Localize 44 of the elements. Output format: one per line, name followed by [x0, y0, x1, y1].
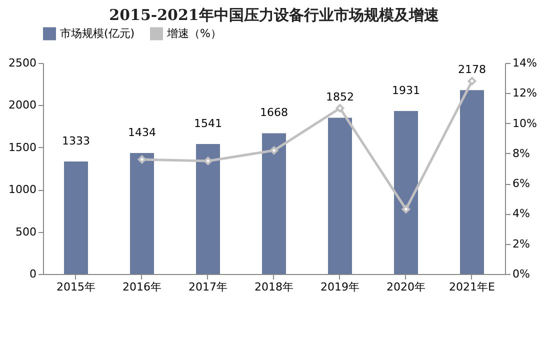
y2-tick-label: 12%: [512, 86, 537, 100]
y2-tick-label: 0%: [512, 268, 530, 280]
y-tick-label: 0: [30, 268, 36, 280]
point: [468, 76, 476, 86]
y2-tick-label: 4%: [512, 207, 530, 220]
bar: [64, 161, 88, 274]
y-tick-label: 1000: [8, 183, 36, 196]
point: [204, 156, 212, 166]
x-tick-label: 2020年: [386, 280, 426, 294]
y2-tick-label: 2%: [512, 237, 530, 250]
point: [402, 205, 410, 214]
y2-tick-label: 10%: [512, 116, 537, 130]
data-label: 1541: [194, 116, 222, 130]
bar: [328, 118, 352, 274]
y-tick-label: 2500: [8, 56, 36, 70]
x-tick-label: 2019年: [320, 280, 360, 294]
x-tick-label: 2018年: [254, 280, 294, 294]
bar: [394, 111, 418, 274]
chart-title: 2015-2021年中国压力设备行业市场规模及增速: [109, 6, 440, 24]
y-tick-label: 1500: [8, 140, 36, 154]
bar: [130, 152, 154, 274]
point: [270, 146, 278, 155]
y-tick-label: 500: [16, 225, 36, 238]
y2-tick-label: 6%: [512, 177, 530, 190]
data-label: 1333: [62, 134, 90, 148]
bar: [262, 133, 286, 274]
legend-label: 市场规模(亿元): [60, 26, 135, 40]
y2-tick-label: 14%: [512, 56, 537, 70]
x-tick-label: 2017年: [188, 280, 228, 294]
data-label: 1668: [260, 106, 288, 120]
legend-label: 增速（%）: [166, 26, 222, 40]
data-label: 2178: [458, 63, 486, 76]
x-tick-label: 2016年: [122, 280, 162, 294]
bar: [460, 90, 484, 274]
point: [336, 104, 344, 112]
y2-tick-label: 8%: [512, 146, 530, 160]
point: [138, 155, 146, 164]
y-tick-label: 2000: [8, 98, 36, 112]
data-label: 1434: [128, 126, 156, 139]
x-tick-label: 2015年: [56, 280, 96, 294]
data-label: 1931: [392, 84, 420, 98]
bar: [196, 144, 220, 274]
x-tick-label: 2021年E: [449, 280, 496, 294]
data-label: 1852: [326, 90, 354, 104]
